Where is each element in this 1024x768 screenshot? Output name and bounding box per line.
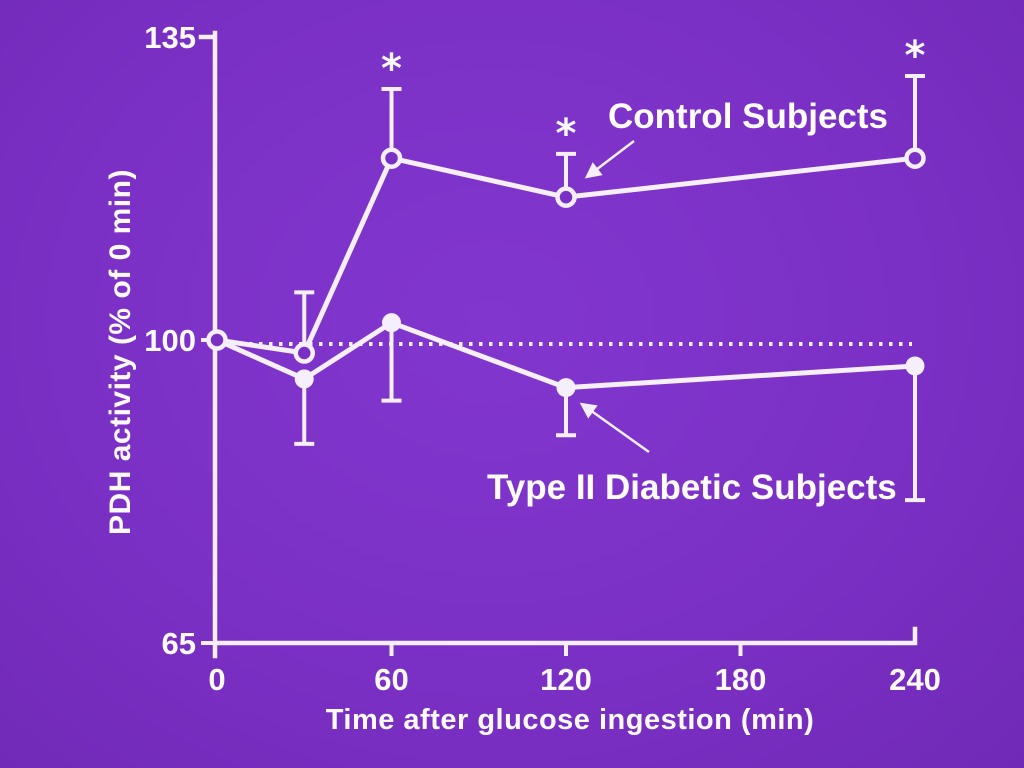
x-tick-label: 240 xyxy=(889,662,941,697)
control-point-open-circle xyxy=(206,329,228,351)
y-tick-label: 135 xyxy=(144,20,196,55)
significance-asterisk: * xyxy=(556,111,577,157)
series-control: * * * xyxy=(206,33,926,364)
diabetic-point-filled-circle xyxy=(294,369,314,389)
control-series-label: Control Subjects xyxy=(608,97,888,136)
y-tick-label: 100 xyxy=(144,323,196,358)
diabetic-point-filled-circle xyxy=(382,313,401,333)
axes: 65 100 135 0 60 120 180 240 xyxy=(144,20,941,697)
x-tick-label: 60 xyxy=(374,662,408,697)
diabetic-point-filled-circle xyxy=(905,356,925,376)
x-axis-title: Time after glucose ingestion (min) xyxy=(326,704,815,736)
significance-asterisk: * xyxy=(905,33,926,79)
diabetic-series-label: Type II Diabetic Subjects xyxy=(487,468,897,507)
control-point-open-circle xyxy=(904,147,926,169)
significance-asterisk: * xyxy=(381,46,402,92)
x-tick-label: 180 xyxy=(715,662,767,697)
x-tick-label: 120 xyxy=(540,662,592,697)
diabetic-annotation-arrow xyxy=(579,402,650,454)
control-point-open-circle xyxy=(293,342,315,364)
diabetic-point-filled-circle xyxy=(556,378,576,398)
x-tick-label: 0 xyxy=(208,662,225,697)
control-point-open-circle xyxy=(555,186,577,208)
y-axis-title: PDH activity (% of 0 min) xyxy=(104,169,137,535)
y-tick-label: 65 xyxy=(162,626,196,661)
control-annotation-arrow xyxy=(584,140,635,179)
diabetic-line xyxy=(214,320,918,391)
control-point-open-circle xyxy=(380,147,403,169)
